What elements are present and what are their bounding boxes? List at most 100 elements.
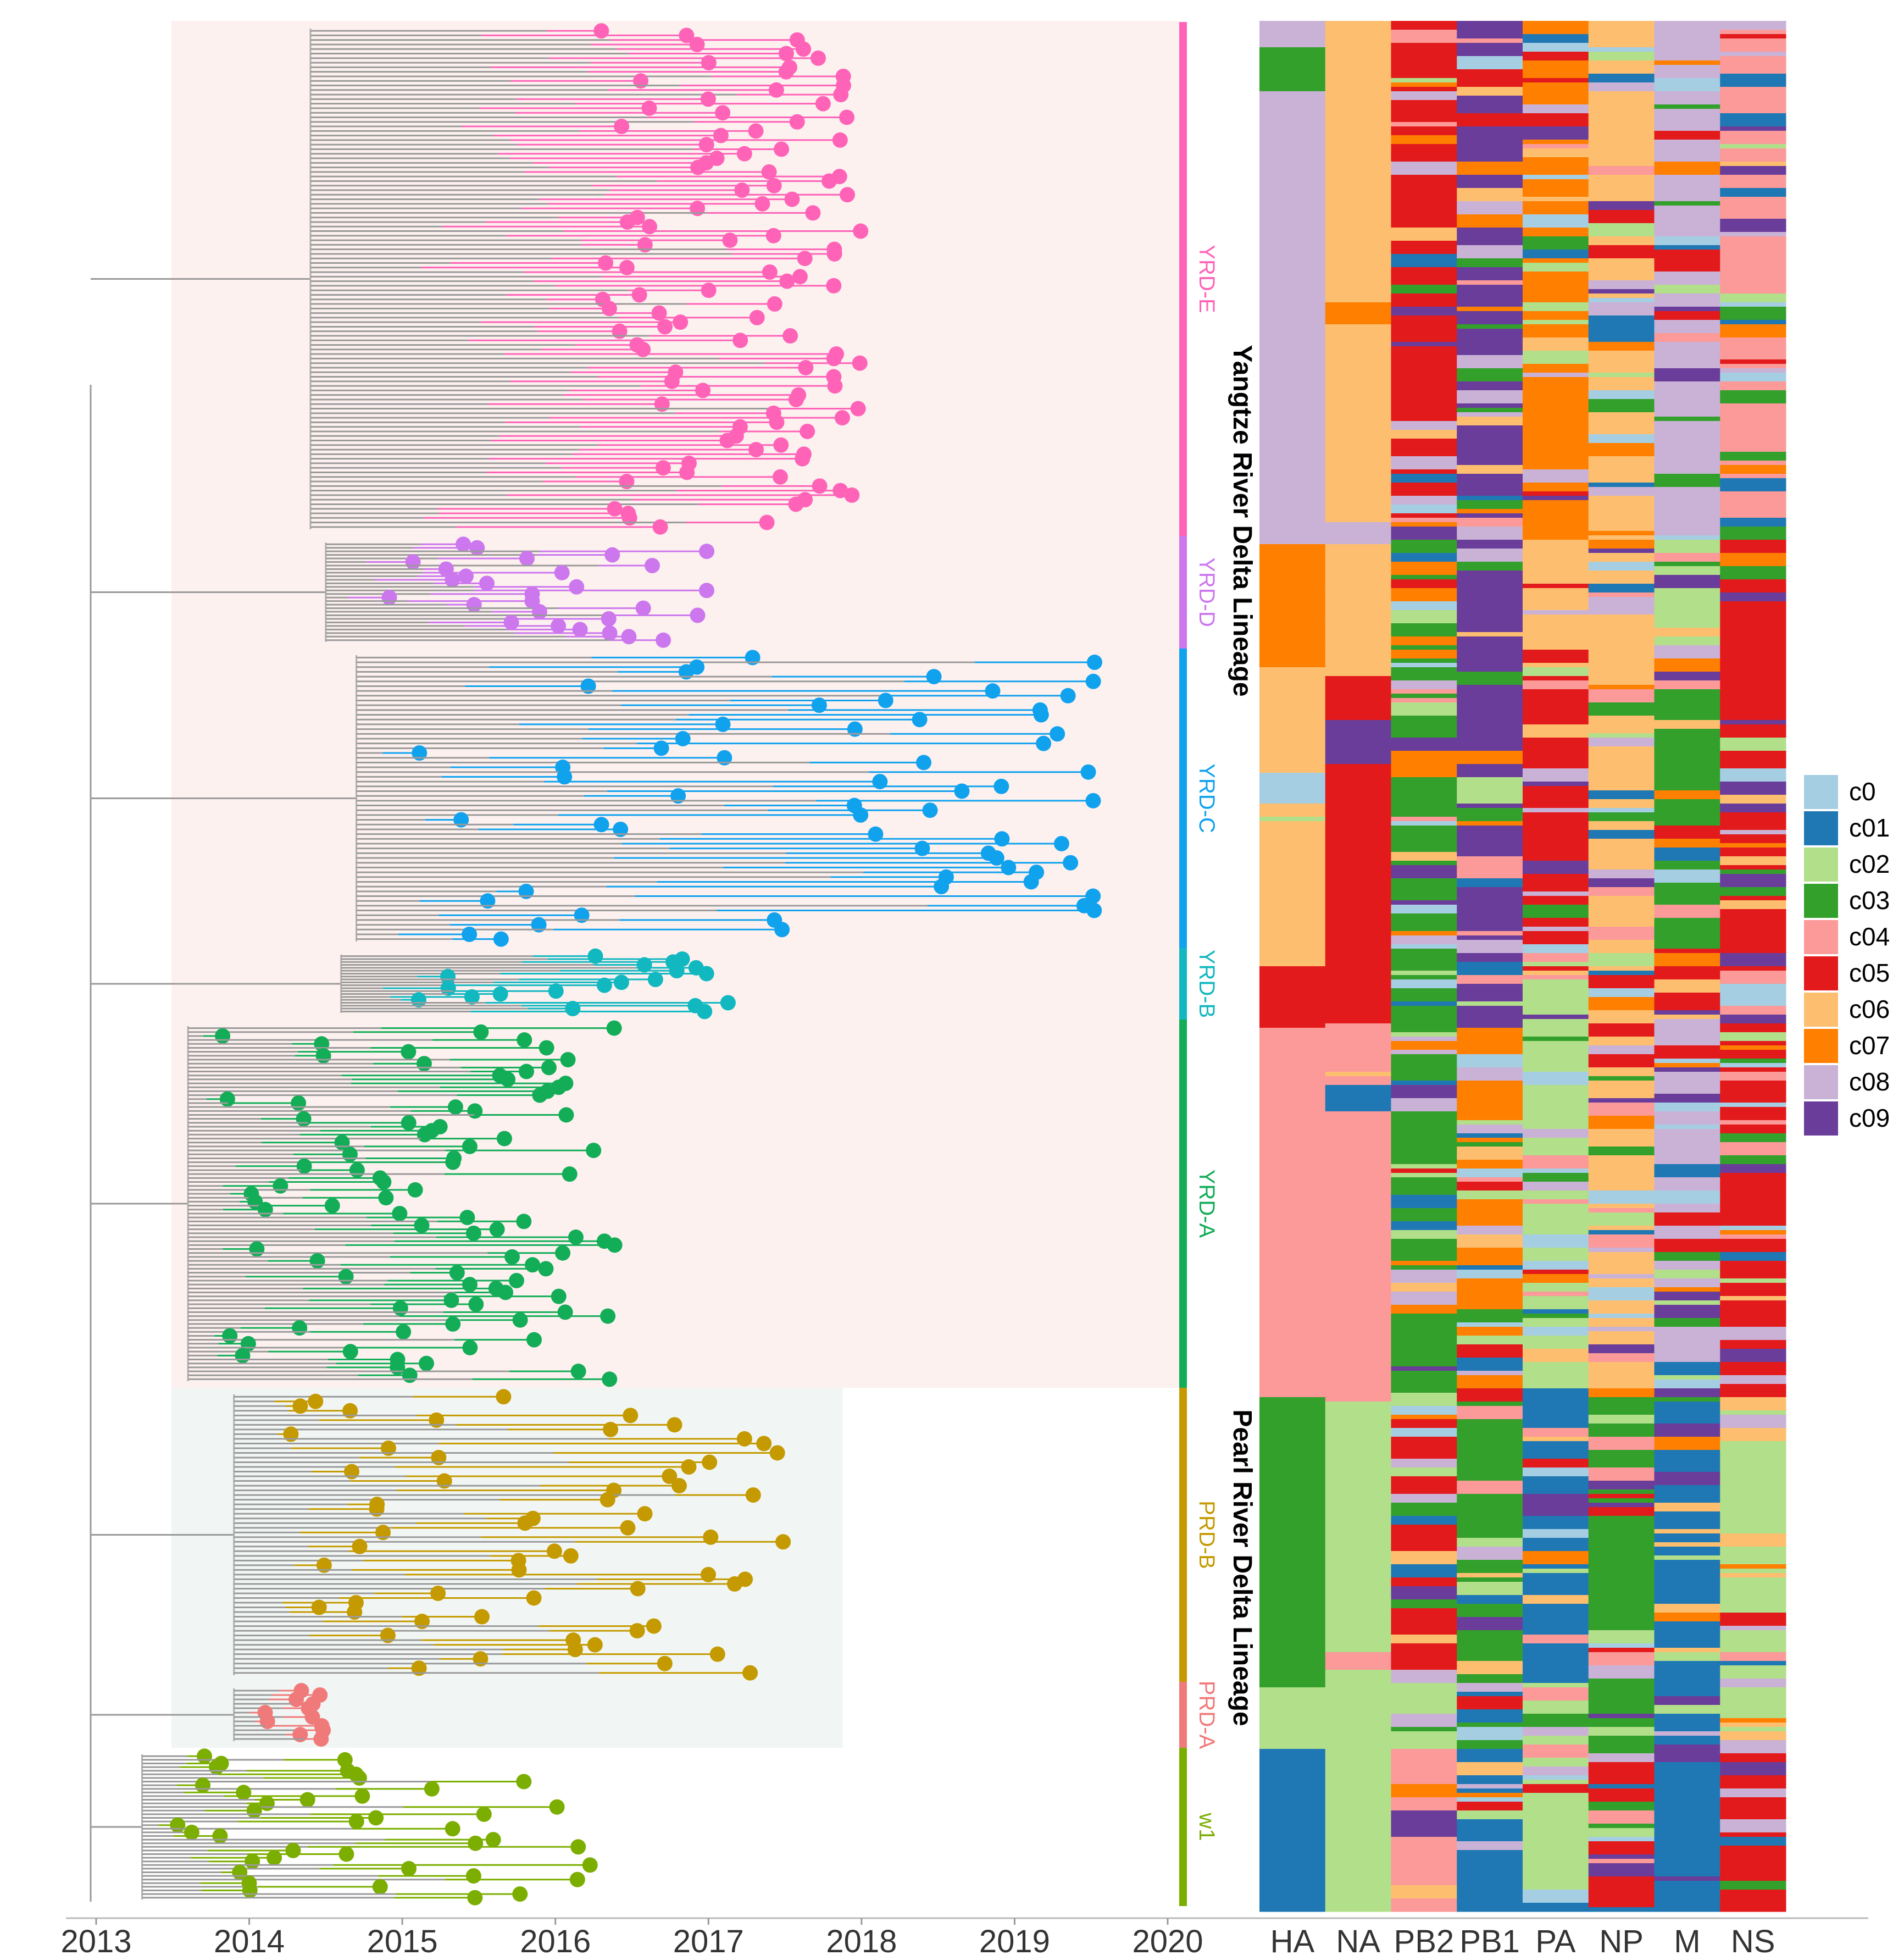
- heatmap-cell: [1523, 1292, 1589, 1297]
- heatmap-cell: [1654, 1327, 1720, 1341]
- heatmap-cell: [1457, 878, 1523, 888]
- heatmap-cell: [1523, 597, 1589, 611]
- heatmap-cell: [1588, 1437, 1655, 1450]
- heatmap-cell: [1523, 513, 1589, 527]
- heatmap-cell: [1588, 355, 1655, 364]
- heatmap-cell: [1720, 1494, 1786, 1508]
- heatmap-cell: [1720, 1300, 1786, 1314]
- heatmap-cell: [1654, 1177, 1720, 1182]
- heatmap-cell: [1588, 329, 1655, 342]
- tip-point: [679, 464, 695, 480]
- tip-point: [715, 716, 731, 732]
- heatmap-cell: [1588, 100, 1655, 105]
- heatmap-cell: [1588, 790, 1655, 800]
- heatmap-cell: [1523, 891, 1589, 896]
- heatmap-cell: [1654, 311, 1720, 320]
- heatmap-cell: [1391, 1138, 1457, 1151]
- heatmap-cell: [1654, 601, 1720, 615]
- heatmap-cell: [1259, 368, 1326, 413]
- heatmap-cell: [1720, 293, 1786, 303]
- heatmap-cell: [1325, 962, 1391, 1002]
- heatmap-cell: [1325, 1744, 1391, 1758]
- legend-swatch: [1804, 1065, 1838, 1099]
- heatmap-cell: [1457, 69, 1523, 79]
- heatmap-cell: [1325, 1652, 1391, 1670]
- heatmap-cell: [1391, 197, 1457, 211]
- heatmap-cell: [1588, 1098, 1655, 1103]
- tip-point: [745, 1487, 761, 1503]
- tip-point: [351, 1770, 367, 1786]
- tip-point: [485, 1832, 501, 1848]
- heatmap-cell: [1720, 1652, 1786, 1662]
- heatmap-cell: [1391, 1362, 1457, 1367]
- heatmap-cell: [1654, 1573, 1720, 1578]
- heatmap-cell: [1457, 1142, 1523, 1147]
- heatmap-cell: [1523, 1841, 1589, 1851]
- heatmap-cell: [1654, 1001, 1720, 1006]
- heatmap-cell: [1654, 368, 1720, 382]
- heatmap-cell: [1457, 1841, 1523, 1851]
- heatmap-cell: [1588, 1103, 1655, 1116]
- heatmap-cell: [1588, 245, 1655, 259]
- heatmap-cell: [1720, 1679, 1786, 1688]
- heatmap-cell: [1720, 953, 1786, 967]
- heatmap-cell: [1654, 575, 1720, 589]
- heatmap-cell: [1391, 1731, 1457, 1741]
- heatmap-cell: [1259, 469, 1326, 474]
- heatmap-cell: [1654, 1894, 1720, 1903]
- heatmap-cell: [1259, 412, 1326, 430]
- heatmap-cell: [1457, 1441, 1523, 1450]
- heatmap-cell: [1457, 571, 1523, 580]
- tip-point: [401, 1115, 417, 1131]
- heatmap-cell: [1259, 170, 1326, 175]
- tip-point: [769, 414, 785, 430]
- heatmap-cell: [1654, 210, 1720, 215]
- legend-swatch: [1804, 1029, 1838, 1063]
- heatmap-cell: [1720, 707, 1786, 721]
- heatmap-cell: [1654, 1771, 1720, 1780]
- tip-point: [551, 618, 567, 634]
- heatmap-cell: [1457, 1234, 1523, 1248]
- heatmap-cell: [1391, 513, 1457, 518]
- heatmap-cell: [1654, 1410, 1720, 1424]
- tip-point: [170, 1817, 186, 1833]
- heatmap-cell: [1720, 1428, 1786, 1442]
- heatmap-column-pb2: [1391, 21, 1457, 1912]
- heatmap-cell: [1391, 377, 1457, 391]
- clade-yrd-b: [340, 948, 736, 1020]
- heatmap-cell: [1391, 272, 1457, 281]
- heatmap-cell: [1391, 1230, 1457, 1239]
- heatmap-cell: [1523, 1349, 1589, 1354]
- heatmap-cell: [1720, 465, 1786, 474]
- heatmap-cell: [1654, 720, 1720, 729]
- heatmap-cell: [1391, 1349, 1457, 1363]
- heatmap-cell: [1259, 47, 1326, 92]
- heatmap-cell: [1720, 1731, 1786, 1741]
- heatmap-cell: [1325, 1850, 1391, 1859]
- heatmap-cell: [1654, 320, 1720, 329]
- tip-point: [458, 568, 474, 584]
- heatmap-cell: [1720, 1173, 1786, 1178]
- heatmap-cell: [1588, 1155, 1655, 1169]
- heatmap-cell: [1654, 619, 1720, 628]
- heatmap-cell: [1391, 817, 1457, 822]
- heatmap-cell: [1588, 676, 1655, 685]
- legend-label: c05: [1849, 959, 1890, 987]
- heatmap-cell: [1523, 1261, 1589, 1270]
- heatmap-cell: [1391, 944, 1457, 949]
- heatmap-cell: [1720, 1270, 1786, 1275]
- heatmap-cell: [1457, 720, 1523, 729]
- heatmap-cell: [1259, 1696, 1326, 1719]
- heatmap-cell: [1391, 1041, 1457, 1050]
- heatmap-cell: [1720, 113, 1786, 127]
- heatmap-cell: [1259, 474, 1326, 505]
- tip-point: [644, 558, 660, 574]
- heatmap-cell: [1654, 1824, 1720, 1837]
- heatmap-cell: [1588, 210, 1655, 224]
- heatmap-cell: [1588, 1076, 1655, 1081]
- heatmap-cell: [1391, 60, 1457, 70]
- heatmap-cell: [1391, 1749, 1457, 1763]
- tip-point: [586, 1143, 602, 1159]
- heatmap-cell: [1523, 1173, 1589, 1182]
- heatmap-cell: [1654, 1643, 1720, 1648]
